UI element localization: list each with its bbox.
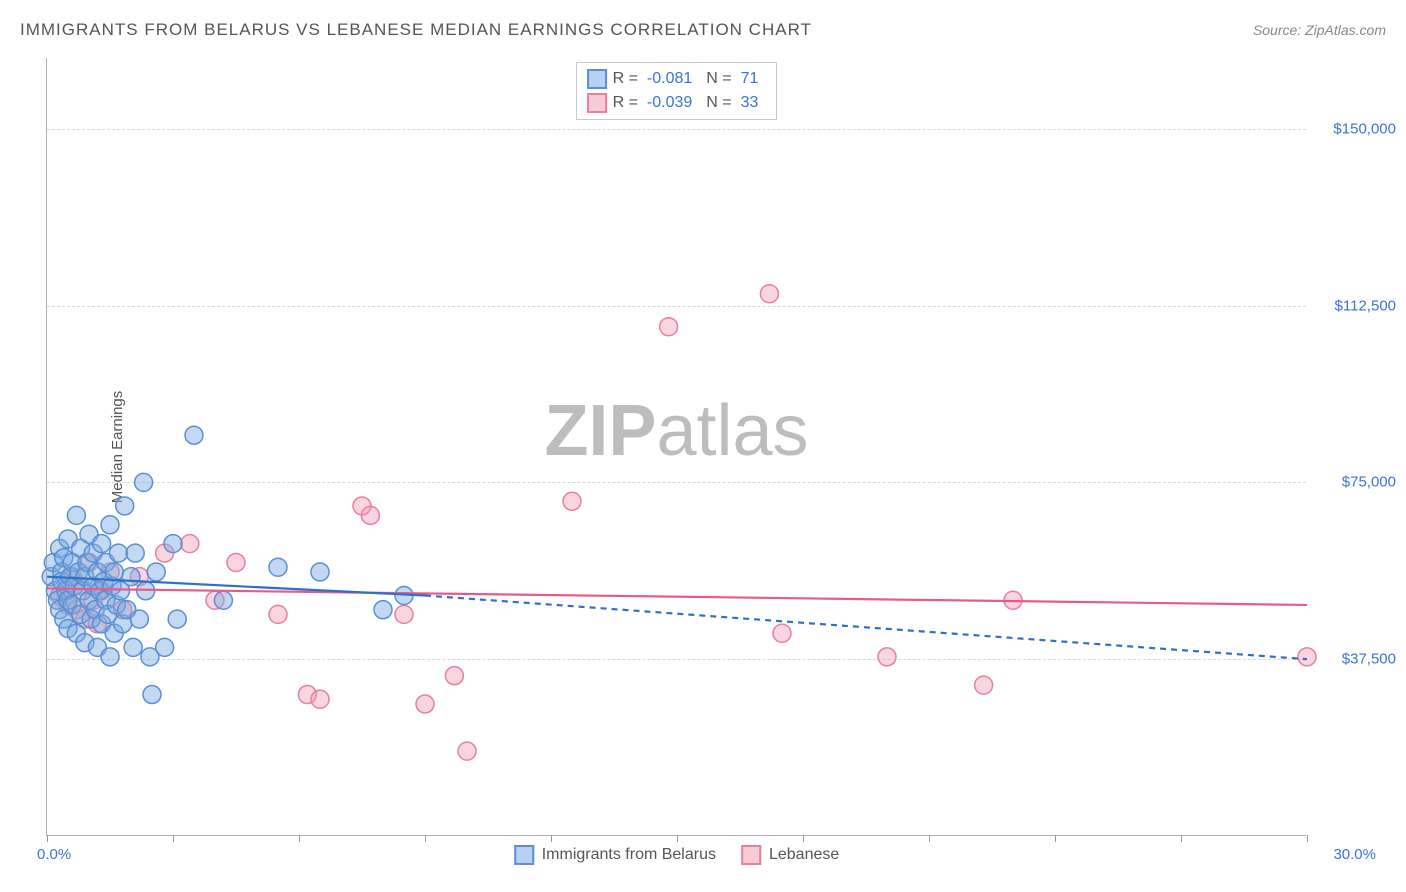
- legend-item-lebanese: Lebanese: [741, 845, 839, 865]
- trend-line: [47, 588, 1307, 605]
- data-point: [116, 497, 134, 515]
- x-tick: [299, 835, 300, 842]
- data-point: [269, 605, 287, 623]
- x-tick: [929, 835, 930, 842]
- data-point: [1298, 648, 1316, 666]
- x-tick: [677, 835, 678, 842]
- data-point: [168, 610, 186, 628]
- series-legend: Immigrants from Belarus Lebanese: [514, 845, 840, 865]
- data-point: [124, 638, 142, 656]
- swatch-belarus-icon: [514, 845, 534, 865]
- data-point: [185, 426, 203, 444]
- data-point: [143, 686, 161, 704]
- x-tick: [1307, 835, 1308, 842]
- y-tick-label: $75,000: [1316, 474, 1396, 491]
- data-point: [773, 624, 791, 642]
- x-tick: [551, 835, 552, 842]
- data-point: [156, 638, 174, 656]
- data-point: [445, 667, 463, 685]
- data-point: [135, 473, 153, 491]
- data-point: [147, 563, 165, 581]
- x-axis-max-label: 30.0%: [1333, 846, 1376, 863]
- data-point: [214, 591, 232, 609]
- data-point: [101, 648, 119, 666]
- data-point: [878, 648, 896, 666]
- data-point: [395, 605, 413, 623]
- chart-area: Median Earnings ZIPatlas $37,500$75,000$…: [46, 58, 1306, 836]
- y-tick-label: $150,000: [1316, 120, 1396, 137]
- data-point: [760, 285, 778, 303]
- data-point: [122, 568, 140, 586]
- data-point: [227, 554, 245, 572]
- data-point: [101, 516, 119, 534]
- x-tick: [425, 835, 426, 842]
- x-tick: [803, 835, 804, 842]
- data-point: [269, 558, 287, 576]
- data-point: [181, 535, 199, 553]
- legend-label-lebanese: Lebanese: [769, 846, 839, 864]
- data-point: [126, 544, 144, 562]
- source-credit: Source: ZipAtlas.com: [1253, 22, 1386, 38]
- data-point: [164, 535, 182, 553]
- trend-line: [425, 596, 1307, 660]
- legend-item-belarus: Immigrants from Belarus: [514, 845, 716, 865]
- data-point: [660, 318, 678, 336]
- data-point: [361, 506, 379, 524]
- data-point: [311, 690, 329, 708]
- x-tick: [173, 835, 174, 842]
- data-point: [105, 563, 123, 581]
- x-tick: [47, 835, 48, 842]
- data-point: [458, 742, 476, 760]
- data-point: [975, 676, 993, 694]
- y-tick-label: $112,500: [1316, 297, 1396, 314]
- chart-title: IMMIGRANTS FROM BELARUS VS LEBANESE MEDI…: [20, 20, 812, 40]
- data-point: [67, 506, 85, 524]
- x-axis-min-label: 0.0%: [37, 846, 71, 863]
- data-point: [130, 610, 148, 628]
- data-point: [109, 544, 127, 562]
- scatter-plot-svg: [47, 58, 1306, 835]
- y-tick-label: $37,500: [1316, 651, 1396, 668]
- swatch-lebanese-icon: [741, 845, 761, 865]
- data-point: [374, 601, 392, 619]
- data-point: [311, 563, 329, 581]
- x-tick: [1055, 835, 1056, 842]
- data-point: [563, 492, 581, 510]
- data-point: [416, 695, 434, 713]
- data-point: [93, 535, 111, 553]
- x-tick: [1181, 835, 1182, 842]
- legend-label-belarus: Immigrants from Belarus: [542, 846, 716, 864]
